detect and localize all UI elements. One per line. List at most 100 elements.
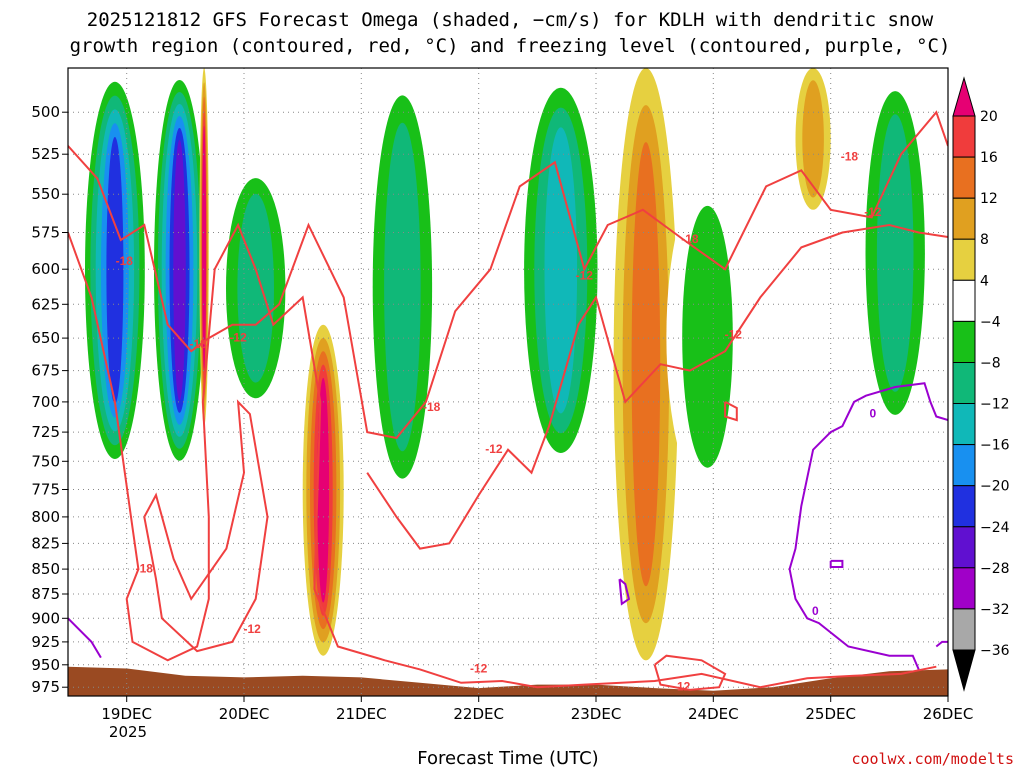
colorbar-bin-0 <box>952 115 976 158</box>
plot-frame <box>67 67 949 697</box>
y-tick-label-800: 800 <box>31 508 60 526</box>
omega-feature-8 <box>666 178 749 496</box>
y-tick-label-525: 525 <box>31 145 60 163</box>
y-tick-label-900: 900 <box>31 609 60 627</box>
dgz-contour-label-5: -18 <box>423 400 441 414</box>
dgz-contour-label-3: -18 <box>136 561 154 575</box>
colorbar-bin-12 <box>952 608 976 651</box>
dgz-contour-label-10: -12 <box>725 328 743 342</box>
omega-feature-9 <box>795 68 831 210</box>
freezing-contour-label-1: 0 <box>812 604 819 618</box>
x-axis-ticks: 19DEC 20DEC 21DEC 22DEC 23DEC 24DEC 25DEC 26DEC <box>101 696 973 723</box>
x-axis-label: Forecast Time (UTC) <box>417 748 598 768</box>
colorbar-bottom-triangle <box>952 649 976 692</box>
colorbar-bin-8 <box>952 444 976 487</box>
x-tick-label-1: 20DEC <box>219 705 270 723</box>
colorbar: 20 16 12 8 4 −4 −8 −12 −16 −20 −24 −28 −32 −36 <box>952 76 1010 692</box>
terrain <box>68 666 948 696</box>
omega-shade-5-2 <box>384 122 421 452</box>
x-tick-label-4: 23DEC <box>571 705 622 723</box>
omega-feature-10 <box>854 68 937 438</box>
y-tick-label-975: 975 <box>31 678 60 696</box>
dgz-contour-0 <box>68 110 948 440</box>
chart-title-line-1: 2025121812 GFS Forecast Omega (shaded, −… <box>87 9 934 31</box>
dgz-contour-4 <box>143 399 269 653</box>
dgz-contour-label-13: -12 <box>864 205 882 219</box>
colorbar-label-11: −28 <box>980 561 1010 577</box>
freezing-contour-3 <box>829 559 844 568</box>
y-tick-label-575: 575 <box>31 224 60 242</box>
y-axis-ticks: 500 525 550 575 600 625 650 675 700 725 750 775 800 8… <box>31 103 68 696</box>
y-tick-label-600: 600 <box>31 260 60 278</box>
dgz-contour-label-1: -18 <box>190 337 208 351</box>
omega-feature-2 <box>199 68 209 427</box>
dgz-contour-1 <box>68 222 937 689</box>
omega-shade-3-2 <box>237 193 274 383</box>
colorbar-label-9: −20 <box>980 479 1010 495</box>
colorbar-bin-4 <box>952 279 976 322</box>
dendritic-growth-contours: -18 -18 -12 -18 -12 -18 -12 -12 -12 -18 -12 -12 -18 -… <box>68 110 948 693</box>
dgz-contour-label-2: -12 <box>229 330 247 344</box>
colorbar-bin-7 <box>952 403 976 446</box>
omega-shade-2-4 <box>202 125 207 369</box>
colorbar-label-4: 4 <box>980 273 989 289</box>
y-tick-label-725: 725 <box>31 423 60 441</box>
dgz-contour-label-7: -12 <box>470 662 488 676</box>
grid-lines <box>68 68 949 696</box>
dgz-contour-label-8: -12 <box>576 268 594 282</box>
freezing-level-contours: 00 <box>68 382 948 670</box>
colorbar-bin-1 <box>952 156 976 199</box>
x-tick-year-label: 2025 <box>109 723 147 741</box>
freezing-contour-2 <box>618 578 631 606</box>
colorbar-bin-9 <box>952 485 976 528</box>
dgz-contour-label-12: -18 <box>841 150 859 164</box>
colorbar-bin-10 <box>952 526 976 569</box>
colorbar-label-0: 20 <box>980 109 998 125</box>
terrain-fill <box>68 666 948 696</box>
x-tick-label-0: 19DEC <box>101 705 152 723</box>
freezing-contour-0 <box>788 382 948 670</box>
colorbar-label-5: −4 <box>980 314 1001 330</box>
chart-title-line-2: growth region (contoured, red, °C) and f… <box>70 35 951 57</box>
omega-shade-1-6 <box>173 139 186 401</box>
omega-shade-9-1 <box>802 80 824 198</box>
x-tick-label-2: 21DEC <box>336 705 387 723</box>
colorbar-label-2: 12 <box>980 191 998 207</box>
y-tick-label-500: 500 <box>31 103 60 121</box>
omega-feature-1 <box>150 68 209 473</box>
colorbar-label-3: 8 <box>980 232 989 248</box>
omega-shade-0-5 <box>106 137 124 404</box>
colorbar-bin-6 <box>952 362 976 405</box>
y-tick-label-700: 700 <box>31 393 60 411</box>
dgz-contour-3 <box>653 654 727 691</box>
freezing-contour-4 <box>935 640 948 648</box>
x-tick-label-3: 22DEC <box>453 705 504 723</box>
dgz-contour-label-4: -12 <box>244 622 262 636</box>
omega-feature-4 <box>302 324 344 656</box>
dgz-contour-5 <box>724 401 738 422</box>
y-tick-label-675: 675 <box>31 362 60 380</box>
colorbar-label-1: 16 <box>980 150 998 166</box>
freezing-contour-label-0: 0 <box>870 406 877 420</box>
omega-shade-10-2 <box>876 114 914 392</box>
colorbar-bin-5 <box>952 320 976 363</box>
y-tick-label-750: 750 <box>31 452 60 470</box>
x-tick-label-5: 24DEC <box>688 705 739 723</box>
omega-feature-0 <box>79 68 151 473</box>
colorbar-label-7: −12 <box>980 397 1010 413</box>
y-tick-label-875: 875 <box>31 585 60 603</box>
y-tick-label-925: 925 <box>31 633 60 651</box>
y-tick-label-825: 825 <box>31 534 60 552</box>
omega-shade-6-3 <box>544 127 578 414</box>
x-tick-label-7: 26DEC <box>923 705 974 723</box>
colorbar-top-triangle <box>952 76 976 117</box>
credit-text: coolwx.com/modelts <box>851 750 1014 768</box>
omega-feature-6 <box>513 68 608 473</box>
freezing-contour-1 <box>68 617 102 659</box>
y-tick-label-950: 950 <box>31 656 60 674</box>
y-tick-label-550: 550 <box>31 185 60 203</box>
colorbar-label-8: −16 <box>980 438 1010 454</box>
colorbar-bin-3 <box>952 238 976 281</box>
dgz-contour-label-11: -12 <box>673 679 691 693</box>
